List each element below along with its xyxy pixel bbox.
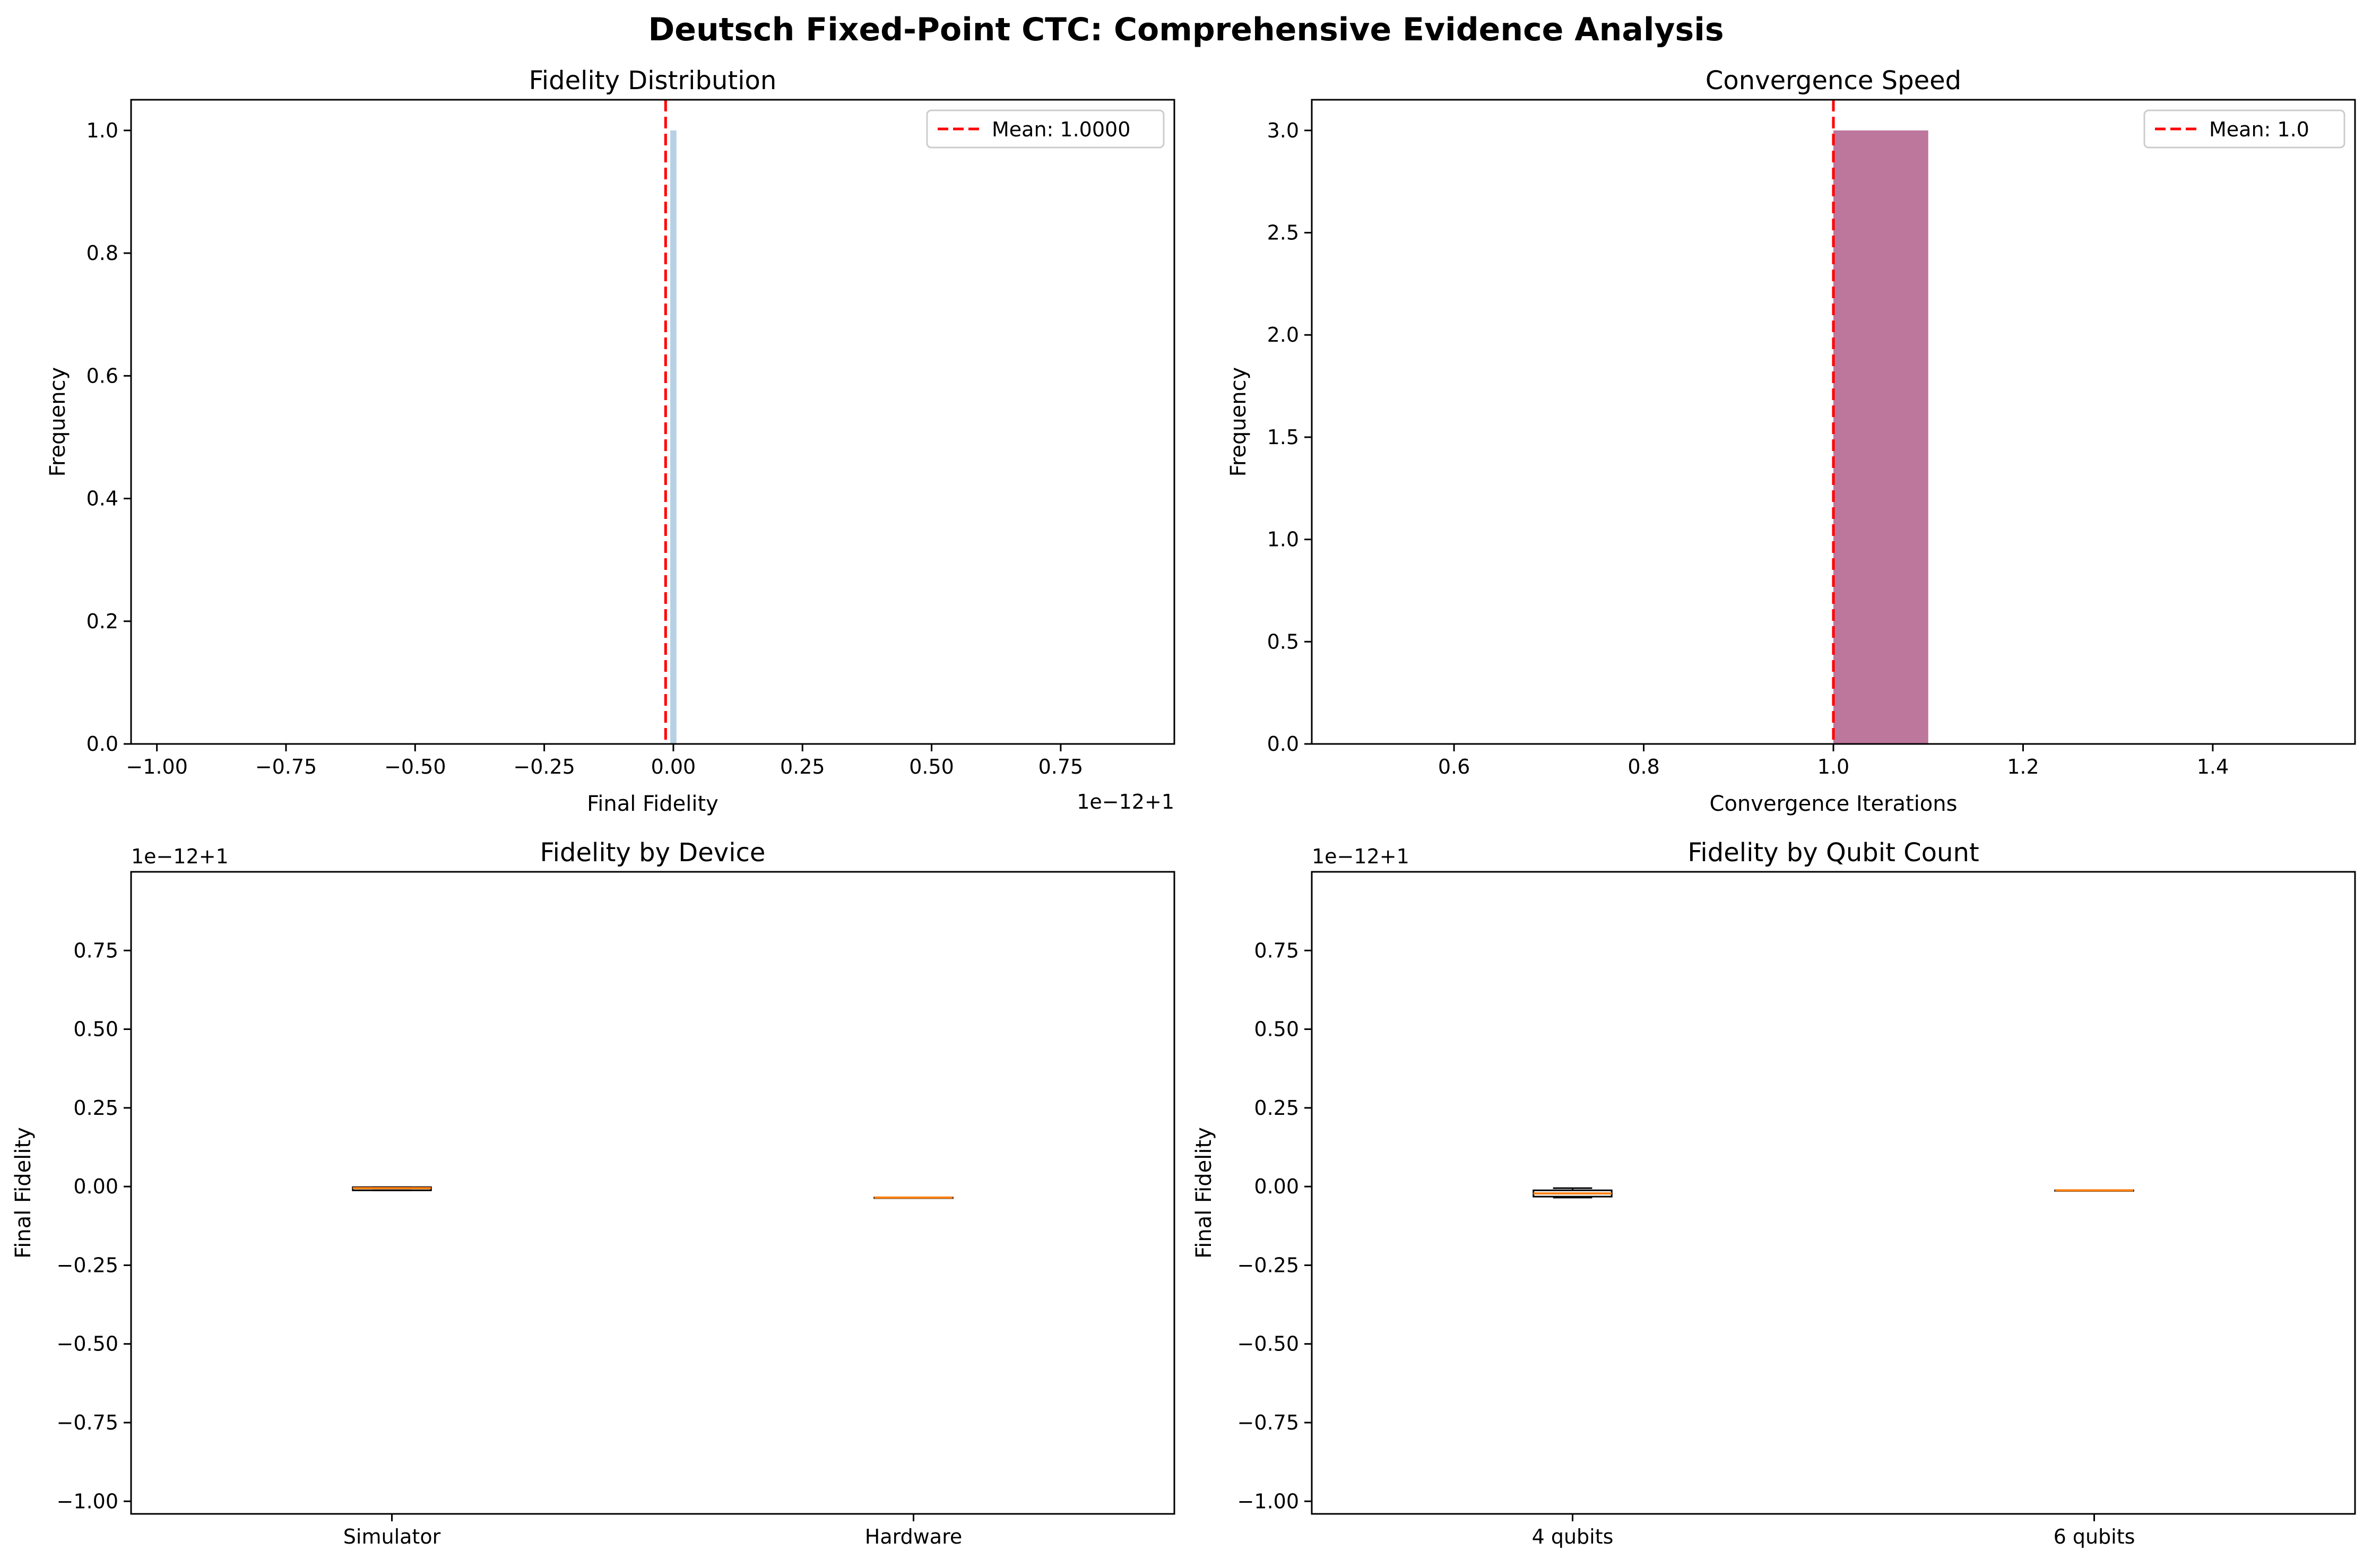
y-tick-label: −0.50 bbox=[1237, 1332, 1299, 1356]
legend: Mean: 1.0000 bbox=[926, 109, 1165, 149]
chart-fidelity_by_device: Fidelity by Device −1.00 −0.75 −0.50 −0.25 0.… bbox=[11, 838, 1175, 1548]
y-tick-label: 0.0 bbox=[1267, 732, 1299, 756]
x-tick-label: 4 qubits bbox=[1532, 1525, 1614, 1548]
x-axis-label: Final Fidelity bbox=[587, 792, 718, 816]
legend-frame bbox=[926, 109, 1165, 149]
y-tick-label: −1.00 bbox=[1237, 1489, 1299, 1513]
box-6-qubits bbox=[2054, 1189, 2134, 1192]
chart-fidelity_distribution: Fidelity Distribution 0.0 0.2 0.4 0.6 0.8 1.0 −… bbox=[46, 66, 1175, 816]
x-tick-label: Hardware bbox=[865, 1525, 962, 1548]
y-tick-label: 0.25 bbox=[73, 1096, 118, 1120]
y-tick-label: 0.6 bbox=[86, 364, 118, 387]
histogram-bar bbox=[670, 130, 677, 744]
y-tick-label: −0.25 bbox=[57, 1253, 118, 1277]
y-tick-label: 0.0 bbox=[86, 732, 118, 756]
y-tick-label: 0.50 bbox=[73, 1018, 118, 1041]
y-tick-label: 0.75 bbox=[1254, 939, 1299, 962]
legend-frame bbox=[2143, 109, 2345, 149]
y-tick-label: 1.5 bbox=[1267, 426, 1299, 449]
chart-title: Fidelity by Qubit Count bbox=[1687, 838, 1979, 868]
y-tick-label: 0.00 bbox=[1254, 1175, 1299, 1198]
y-tick-label: 0.75 bbox=[73, 939, 118, 962]
y-tick-label: 0.25 bbox=[1254, 1096, 1299, 1120]
y-tick-label: 0.2 bbox=[86, 610, 118, 633]
y-tick-label: −0.75 bbox=[57, 1411, 118, 1434]
figure-title: Deutsch Fixed-Point CTC: Comprehensive E… bbox=[648, 11, 1724, 48]
y-tick-label: −0.25 bbox=[1237, 1253, 1299, 1277]
y-tick-label: 0.4 bbox=[86, 487, 118, 510]
axes-frame bbox=[130, 871, 1175, 1515]
x-tick-label: 0.25 bbox=[780, 755, 825, 778]
y-tick-label: 2.0 bbox=[1267, 323, 1299, 346]
chart-fidelity_by_qubit_count: Fidelity by Qubit Count −1.00 −0.75 −0.50 −0… bbox=[1192, 838, 2356, 1548]
x-tick-label: 1.4 bbox=[2197, 755, 2229, 778]
y-axis-label: Final Fidelity bbox=[1192, 1127, 1216, 1259]
x-tick-label: 0.75 bbox=[1038, 755, 1084, 778]
y-tick-label: −0.50 bbox=[57, 1332, 118, 1356]
y-tick-label: 1.0 bbox=[86, 119, 118, 142]
y-tick-label: −1.00 bbox=[57, 1489, 118, 1513]
x-tick-label: −0.50 bbox=[384, 755, 446, 778]
box-4-qubits bbox=[1533, 1187, 1613, 1199]
y-tick-label: 2.5 bbox=[1267, 221, 1299, 245]
chart-title: Fidelity by Device bbox=[540, 838, 766, 868]
x-tick-label: 0.6 bbox=[1438, 755, 1470, 778]
x-tick-label: −0.25 bbox=[513, 755, 575, 778]
histogram-bar bbox=[1833, 130, 1928, 744]
y-tick-label: −0.75 bbox=[1237, 1411, 1299, 1434]
x-axis-label: Convergence Iterations bbox=[1710, 792, 1958, 816]
x-tick-label: 0.8 bbox=[1627, 755, 1659, 778]
y-tick-label: 0.50 bbox=[1254, 1018, 1299, 1041]
axis-offset-text: 1e−12+1 bbox=[1312, 845, 1409, 868]
legend: Mean: 1.0 bbox=[2143, 109, 2345, 149]
y-tick-label: 0.8 bbox=[86, 241, 118, 265]
x-tick-label: −0.75 bbox=[255, 755, 317, 778]
box-simulator bbox=[352, 1186, 432, 1191]
y-tick-label: 1.0 bbox=[1267, 528, 1299, 551]
x-tick-label: 1.2 bbox=[2007, 755, 2039, 778]
x-tick-label: −1.00 bbox=[126, 755, 187, 778]
chart-title: Fidelity Distribution bbox=[529, 66, 777, 96]
x-tick-label: 0.50 bbox=[909, 755, 954, 778]
y-axis-label: Frequency bbox=[1226, 367, 1251, 477]
chart-convergence_speed: Convergence Speed 0.0 0.5 1.0 1.5 2.0 2.5 3.0 0.… bbox=[1226, 66, 2356, 816]
chart-title: Convergence Speed bbox=[1706, 66, 1961, 96]
x-tick-label: 1.0 bbox=[1817, 755, 1849, 778]
y-tick-label: 3.0 bbox=[1267, 119, 1299, 142]
legend-label: Mean: 1.0000 bbox=[992, 118, 1130, 141]
legend-label: Mean: 1.0 bbox=[2209, 118, 2309, 141]
y-axis-label: Final Fidelity bbox=[11, 1127, 36, 1259]
axis-offset-text: 1e−12+1 bbox=[1077, 790, 1174, 813]
axes-frame bbox=[130, 99, 1175, 745]
y-axis-label: Frequency bbox=[46, 367, 70, 477]
y-tick-label: 0.00 bbox=[73, 1175, 118, 1198]
x-tick-label: 0.00 bbox=[651, 755, 696, 778]
y-tick-label: 0.5 bbox=[1267, 630, 1299, 653]
axes-frame bbox=[1311, 871, 2356, 1515]
x-tick-label: 6 qubits bbox=[2054, 1525, 2135, 1548]
axis-offset-text: 1e−12+1 bbox=[131, 845, 229, 868]
x-tick-label: Simulator bbox=[343, 1525, 441, 1548]
